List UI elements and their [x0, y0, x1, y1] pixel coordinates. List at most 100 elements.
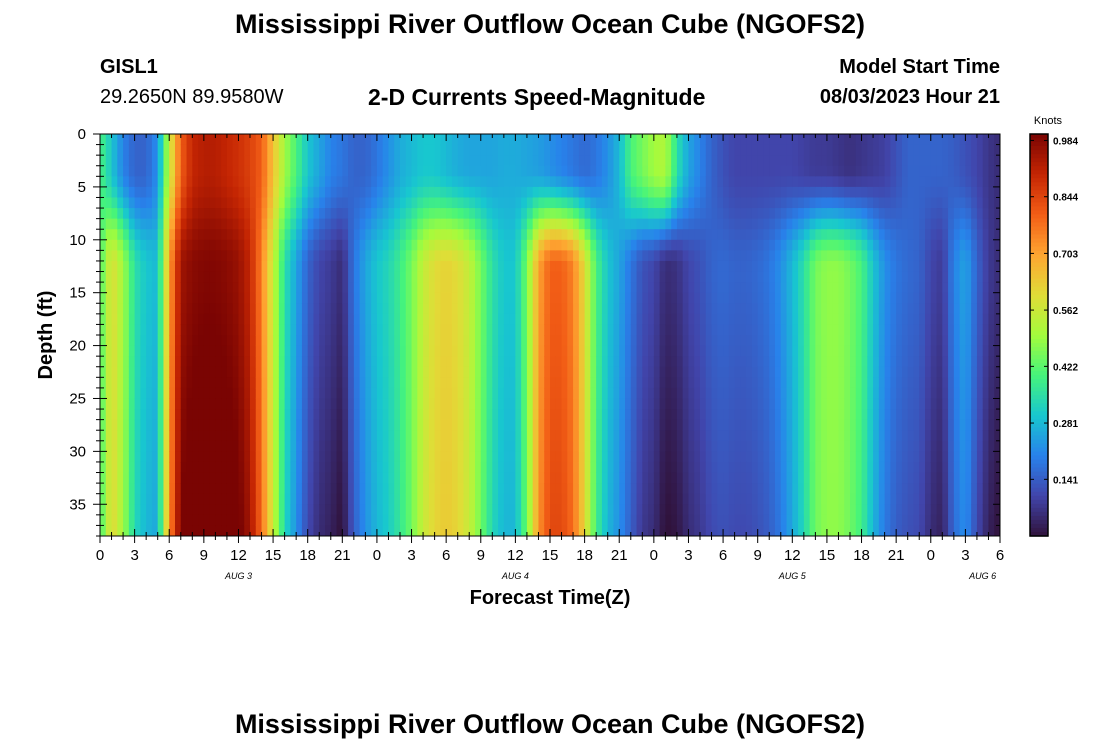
heatmap-cell: [348, 335, 355, 347]
heatmap-cell: [371, 514, 378, 527]
heatmap-cell: [751, 419, 759, 431]
heatmap-cell: [475, 176, 482, 188]
heatmap-cell: [400, 387, 407, 400]
heatmap-cell: [821, 282, 828, 294]
heatmap-cell: [832, 430, 840, 442]
heatmap-cell: [244, 483, 251, 495]
heatmap-cell: [411, 313, 418, 326]
heatmap-cell: [561, 377, 568, 389]
heatmap-cell: [700, 419, 707, 431]
heatmap-cell: [700, 260, 707, 273]
heatmap-cell: [532, 197, 540, 209]
heatmap-cell: [111, 504, 118, 516]
heatmap-cell: [486, 155, 493, 167]
heatmap-cell: [342, 335, 349, 347]
heatmap-cell: [140, 504, 147, 516]
heatmap-cell: [775, 313, 782, 326]
heatmap-cell: [601, 292, 609, 304]
heatmap-cell: [290, 197, 297, 209]
heatmap-cell: [769, 356, 776, 368]
heatmap-cell: [307, 197, 315, 209]
heatmap-cell: [457, 483, 465, 495]
heatmap-cell: [630, 345, 638, 357]
heatmap-cell: [169, 493, 176, 505]
heatmap-cell: [526, 377, 534, 389]
heatmap-cell: [244, 218, 251, 230]
heatmap-cell: [163, 282, 170, 294]
heatmap-cell: [532, 472, 540, 484]
heatmap-cell: [694, 440, 701, 452]
heatmap-cell: [117, 260, 124, 273]
heatmap-cell: [423, 250, 430, 262]
heatmap-cell: [365, 514, 372, 527]
heatmap-cell: [100, 303, 107, 315]
heatmap-cell: [717, 134, 724, 146]
heatmap-cell: [769, 186, 776, 199]
heatmap-cell: [353, 250, 361, 262]
heatmap-cell: [359, 313, 366, 326]
heatmap-cell: [711, 483, 718, 495]
heatmap-cell: [319, 356, 326, 368]
heatmap-cell: [123, 451, 130, 463]
heatmap-cell: [601, 430, 609, 442]
heatmap-cell: [180, 472, 188, 484]
heatmap-cell: [757, 218, 765, 230]
heatmap-cell: [411, 398, 418, 410]
heatmap-cell: [411, 387, 418, 400]
heatmap-cell: [809, 409, 816, 421]
heatmap-cell: [740, 186, 747, 199]
heatmap-cell: [371, 208, 378, 220]
heatmap-cell: [278, 525, 286, 536]
heatmap-cell: [336, 239, 343, 251]
heatmap-cell: [151, 409, 159, 421]
heatmap-cell: [336, 525, 343, 536]
heatmap-cell: [353, 493, 361, 505]
heatmap-cell: [336, 260, 343, 273]
heatmap-cell: [238, 176, 245, 188]
heatmap-cell: [475, 345, 482, 357]
heatmap-cell: [232, 260, 240, 273]
heatmap-cell: [278, 250, 286, 262]
heatmap-cell: [757, 525, 765, 536]
heatmap-cell: [826, 451, 834, 463]
heatmap-cell: [844, 430, 851, 442]
heatmap-cell: [284, 250, 291, 262]
heatmap-cell: [515, 282, 522, 294]
heatmap-cell: [221, 504, 228, 516]
heatmap-cell: [382, 440, 390, 452]
heatmap-cell: [705, 472, 713, 484]
heatmap-cell: [140, 208, 147, 220]
heatmap-cell: [428, 335, 436, 347]
heatmap-cell: [376, 366, 384, 378]
heatmap-cell: [676, 356, 684, 368]
heatmap-cell: [163, 324, 170, 336]
heatmap-cell: [134, 419, 141, 431]
heatmap-cell: [809, 303, 816, 315]
heatmap-cell: [261, 155, 268, 167]
heatmap-cell: [573, 176, 580, 188]
heatmap-cell: [561, 292, 568, 304]
heatmap-cell: [330, 239, 338, 251]
heatmap-cell: [728, 451, 736, 463]
heatmap-cell: [815, 165, 822, 177]
heatmap-cell: [348, 208, 355, 220]
heatmap-cell: [307, 419, 315, 431]
heatmap-cell: [792, 483, 799, 495]
heatmap-cell: [348, 313, 355, 326]
heatmap-cell: [717, 345, 724, 357]
heatmap-cell: [180, 282, 188, 294]
heatmap-cell: [405, 239, 413, 251]
heatmap-cell: [267, 313, 274, 326]
heatmap-cell: [180, 451, 188, 463]
heatmap-cell: [786, 282, 793, 294]
heatmap-cell: [440, 144, 447, 156]
heatmap-cell: [642, 165, 649, 177]
heatmap-cell: [278, 345, 286, 357]
heatmap-cell: [832, 282, 840, 294]
heatmap-cell: [157, 324, 165, 336]
heatmap-cell: [244, 493, 251, 505]
heatmap-cell: [290, 377, 297, 389]
heatmap-cell: [348, 324, 355, 336]
heatmap-cell: [382, 335, 390, 347]
heatmap-cell: [151, 493, 159, 505]
